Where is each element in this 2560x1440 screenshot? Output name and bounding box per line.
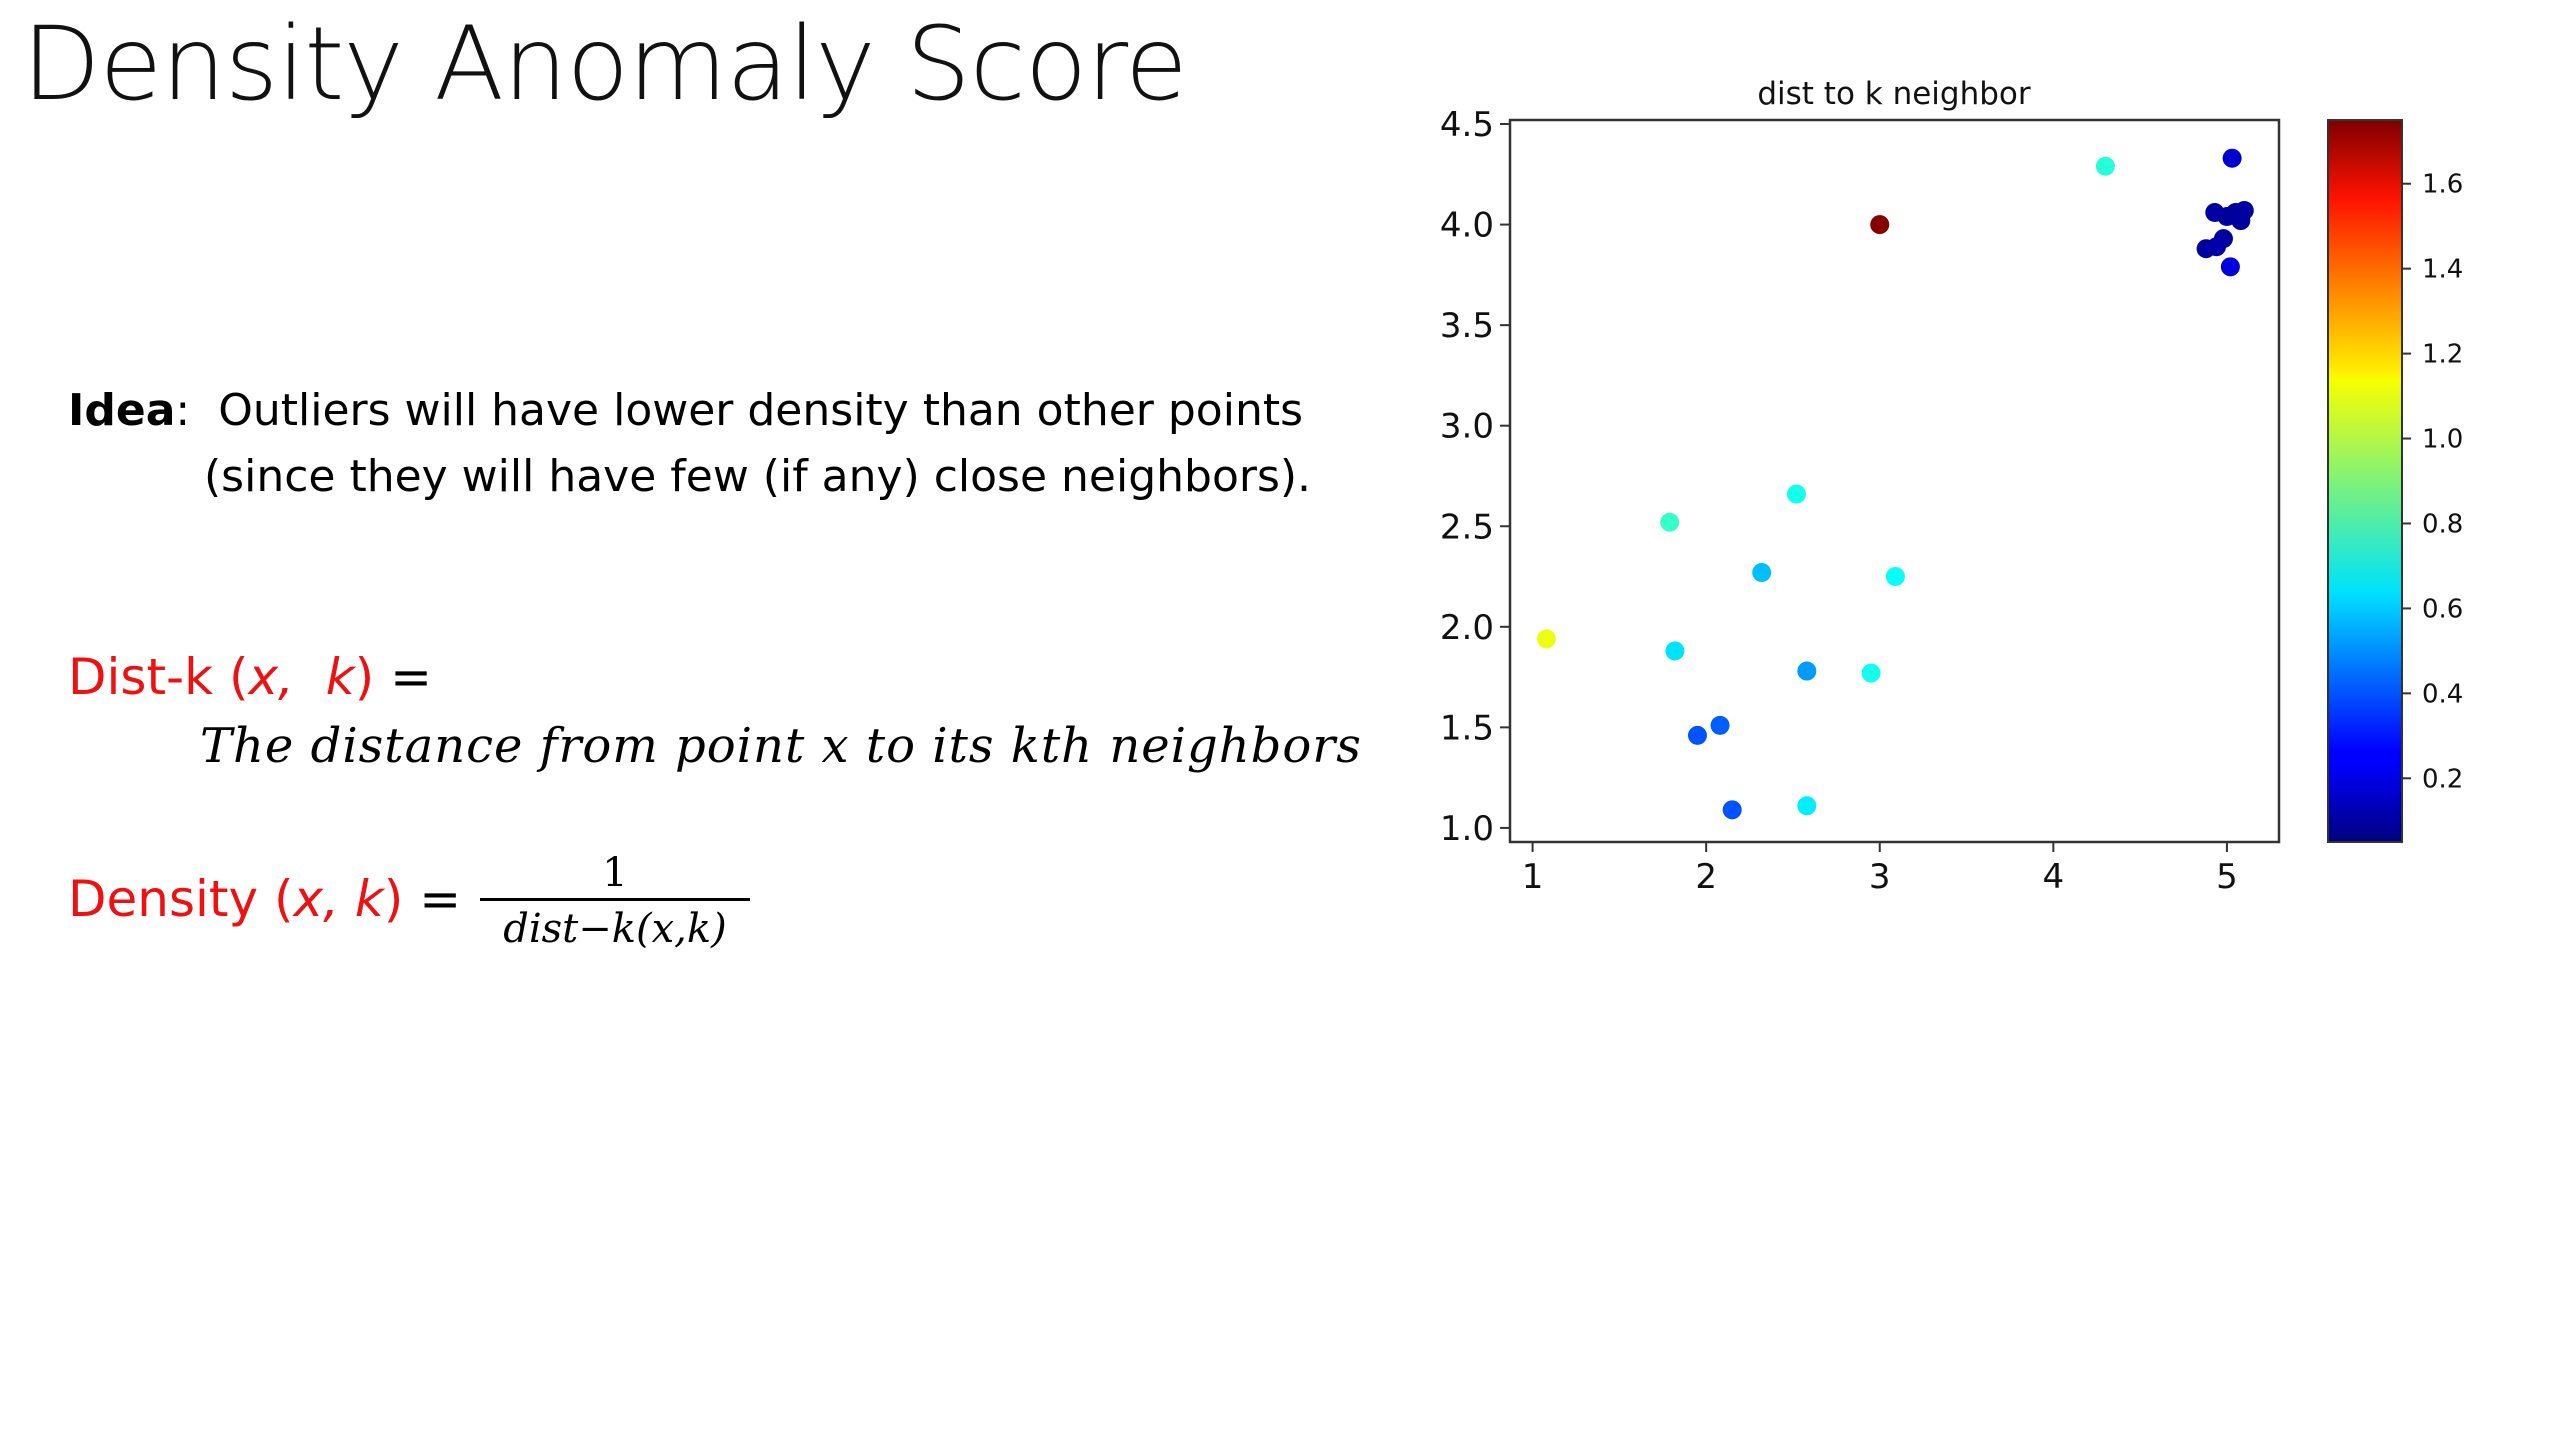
scatter-point: [1752, 563, 1772, 583]
x-tick-label: 3: [1869, 857, 1891, 897]
chart-title: dist to k neighbor: [1757, 76, 2031, 112]
scatter-point: [1861, 663, 1881, 683]
idea-line-1: Outliers will have lower density than ot…: [218, 385, 1304, 436]
slide-title: Density Anomaly Score: [22, 5, 1188, 124]
scatter-point: [2095, 156, 2115, 176]
density-x: x,: [293, 870, 339, 928]
scatter-point: [2234, 201, 2254, 221]
density-fraction: 1 dist−k(x,k): [480, 848, 750, 957]
colorbar-tick-label: 0.2: [2422, 764, 2463, 794]
colorbar: [2327, 119, 2403, 843]
distk-formula: Dist-k (x, k) =: [68, 648, 432, 706]
y-tick-label: 1.0: [1440, 809, 1494, 849]
fraction-numerator: 1: [602, 850, 628, 896]
colorbar-tick-label: 1.2: [2422, 340, 2463, 370]
colorbar-tick-label: 0.8: [2422, 509, 2463, 539]
fraction-bar: [480, 898, 750, 901]
density-close: ): [383, 870, 404, 928]
distk-close: ): [354, 648, 375, 706]
scatter-point: [1536, 629, 1556, 649]
idea-paragraph: Idea: Outliers will have lower density t…: [68, 378, 1311, 510]
density-equals: =: [419, 870, 462, 928]
x-tick-label: 1: [1522, 857, 1544, 897]
y-tick-label: 4.0: [1440, 206, 1494, 246]
y-tick-label: 2.0: [1440, 608, 1494, 648]
scatter-point: [1660, 512, 1680, 532]
density-formula: Density (x, k) =: [68, 870, 461, 928]
scatter-point: [1786, 484, 1806, 504]
distk-label: Dist-k: [68, 648, 214, 706]
scatter-point: [1687, 725, 1707, 745]
scatter-point: [1710, 715, 1730, 735]
colorbar-tick-label: 1.6: [2422, 170, 2463, 200]
scatter-point: [2220, 257, 2240, 277]
y-tick-label: 3.5: [1440, 306, 1494, 346]
colorbar-tick-label: 0.6: [2422, 594, 2463, 624]
x-tick-label: 2: [1695, 857, 1717, 897]
y-tick-label: 1.5: [1440, 708, 1494, 748]
distk-definition: The distance from point x to its kth nei…: [200, 718, 1362, 774]
idea-keyword: Idea: [68, 385, 176, 436]
scatter-point: [1665, 641, 1685, 661]
scatter-point: [1885, 567, 1905, 587]
idea-colon: :: [175, 385, 191, 436]
distk-equals: =: [390, 648, 433, 706]
colorbar-tick-label: 0.4: [2422, 679, 2463, 709]
y-tick-label: 2.5: [1440, 507, 1494, 547]
density-open: (: [274, 870, 294, 928]
scatter-point: [1870, 215, 1890, 235]
fraction-denominator: dist−k(x,k): [503, 906, 727, 952]
plot-area: [1508, 118, 2281, 844]
x-tick-label: 5: [2216, 857, 2238, 897]
colorbar-tick-label: 1.0: [2422, 425, 2463, 455]
density-label: Density: [68, 870, 259, 928]
y-tick-label: 3.0: [1440, 407, 1494, 447]
distk-k: k: [325, 648, 355, 706]
x-tick-label: 4: [2043, 857, 2065, 897]
colorbar-tick-label: 1.4: [2422, 255, 2463, 285]
scatter-point: [1797, 796, 1817, 816]
scatter-point: [1797, 661, 1817, 681]
distk-x: x,: [248, 648, 294, 706]
idea-line-2: (since they will have few (if any) close…: [204, 451, 1312, 502]
scatter-point: [2207, 237, 2227, 257]
distk-open: (: [228, 648, 249, 706]
density-k: k: [354, 870, 384, 928]
scatter-point: [2222, 148, 2242, 168]
y-tick-label: 4.5: [1440, 105, 1494, 145]
scatter-point: [1722, 800, 1742, 820]
